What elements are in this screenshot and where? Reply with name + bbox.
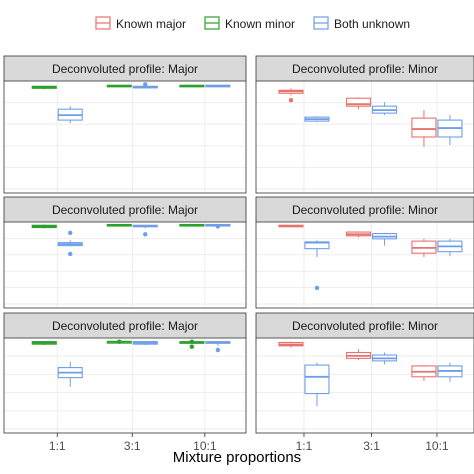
- box-both-unknown-1-1: [57, 361, 83, 387]
- box-known-major-10-1: [411, 110, 437, 147]
- box-body: [304, 364, 330, 395]
- panel-grid: Deconvoluted profile: Major Deconvoluted …: [3, 55, 474, 434]
- box-both-unknown-10-1: [205, 223, 231, 229]
- x-tick-label: 1:1: [296, 439, 313, 453]
- box-both-unknown-3-1: [371, 232, 398, 246]
- panel-border: [3, 337, 247, 434]
- box-both-unknown-3-1: [132, 341, 158, 345]
- box-known-major-10-1: [411, 238, 437, 257]
- box-both-unknown-10-1: [205, 84, 231, 88]
- panel-border: [3, 80, 247, 194]
- x-axis-title: Mixture proportions: [173, 449, 301, 466]
- box-both-unknown-1-1: [304, 240, 330, 291]
- x-tick-label: 10:1: [425, 439, 449, 453]
- panel-border: [255, 337, 474, 434]
- panel-border: [255, 221, 474, 309]
- legend-item: Both unknown: [313, 16, 410, 31]
- outlier-point: [68, 230, 73, 236]
- box-known-minor-10-1: [179, 84, 205, 88]
- legend-label: Known minor: [225, 17, 295, 31]
- box-known-minor-10-1: [179, 223, 205, 227]
- outlier-point: [215, 347, 221, 353]
- outlier-point: [288, 98, 294, 103]
- legend-label: Both unknown: [334, 17, 410, 31]
- strip-label: Deconvoluted profile: Minor: [292, 319, 438, 333]
- outlier-point: [215, 224, 221, 229]
- panel-minor-row-1: Deconvoluted profile: Minor: [255, 55, 474, 194]
- x-tick-label: 1:1: [49, 439, 66, 453]
- panel-major-row-1: Deconvoluted profile: Major: [3, 55, 247, 194]
- box-both-unknown-3-1: [132, 224, 158, 237]
- panel-strip: [255, 196, 474, 223]
- strip-label: Deconvoluted profile: Minor: [292, 203, 438, 217]
- strip-label: Deconvoluted profile: Major: [52, 203, 198, 217]
- legend-item: Known major: [95, 16, 186, 31]
- outlier-point: [143, 232, 148, 237]
- box-both-unknown-10-1: [437, 115, 463, 145]
- panel-major-row-2: Deconvoluted profile: Major: [3, 196, 247, 309]
- box-both-unknown-3-1: [371, 352, 398, 365]
- strip-label: Deconvoluted profile: Major: [52, 319, 198, 333]
- panel-background: [4, 81, 246, 193]
- box-both-unknown-1-1: [304, 362, 330, 407]
- box-known-major-10-1: [411, 365, 437, 381]
- box-both-unknown-1-1: [304, 116, 330, 123]
- box-known-major-3-1: [345, 231, 372, 238]
- x-axis: 1:1 3:1 10:1 1:1 3:1 10:1: [49, 433, 449, 453]
- box-known-major-3-1: [345, 97, 372, 110]
- panel-strip: [255, 312, 474, 339]
- box-known-minor-3-1: [106, 223, 132, 227]
- outlier-point: [314, 285, 320, 291]
- legend-item: Known minor: [204, 16, 295, 31]
- outlier-point: [143, 82, 148, 87]
- legend-label: Known major: [116, 17, 186, 31]
- strip-label: Deconvoluted profile: Major: [52, 62, 198, 76]
- box-both-unknown-3-1: [371, 102, 398, 116]
- panel-background: [4, 222, 246, 308]
- outlier-point: [68, 251, 73, 257]
- panel-major-row-3: Deconvoluted profile: Major: [3, 312, 247, 434]
- x-tick-label: 3:1: [363, 439, 380, 453]
- box-known-major-3-1: [345, 349, 372, 361]
- panel-border: [3, 221, 247, 309]
- panel-background: [4, 338, 246, 433]
- strip-label: Deconvoluted profile: Minor: [292, 62, 438, 76]
- box-both-unknown-3-1: [132, 82, 158, 89]
- box-body: [345, 97, 372, 107]
- box-known-major-1-1: [278, 88, 304, 103]
- x-tick-label: 3:1: [124, 439, 141, 453]
- box-known-minor-1-1: [31, 85, 57, 90]
- panel-strip: [3, 312, 247, 339]
- panel-strip: [3, 55, 247, 82]
- panel-minor-row-2: Deconvoluted profile: Minor: [255, 196, 474, 309]
- box-known-minor-10-1: [179, 339, 205, 349]
- box-known-minor-1-1: [31, 341, 57, 345]
- panel-strip: [255, 55, 474, 82]
- box-known-major-1-1: [278, 224, 304, 228]
- box-both-unknown-10-1: [205, 341, 231, 353]
- legend: Known major Known minor Both unknown: [95, 16, 410, 31]
- box-known-minor-1-1: [31, 224, 57, 229]
- panel-strip: [3, 196, 247, 223]
- box-known-minor-3-1: [106, 84, 132, 88]
- box-both-unknown-1-1: [57, 106, 83, 124]
- box-both-unknown-10-1: [437, 362, 463, 382]
- outlier-point: [189, 344, 195, 349]
- box-known-major-1-1: [278, 341, 304, 348]
- box-both-unknown-10-1: [437, 238, 463, 257]
- panel-border: [255, 80, 474, 194]
- panel-minor-row-3: Deconvoluted profile: Minor: [255, 312, 474, 434]
- x-tick-label: 10:1: [193, 439, 217, 453]
- box-both-unknown-1-1: [57, 230, 83, 257]
- outlier-point: [117, 339, 122, 344]
- box-body: [411, 117, 437, 138]
- box-known-minor-3-1: [106, 339, 132, 344]
- outlier-point: [189, 339, 195, 344]
